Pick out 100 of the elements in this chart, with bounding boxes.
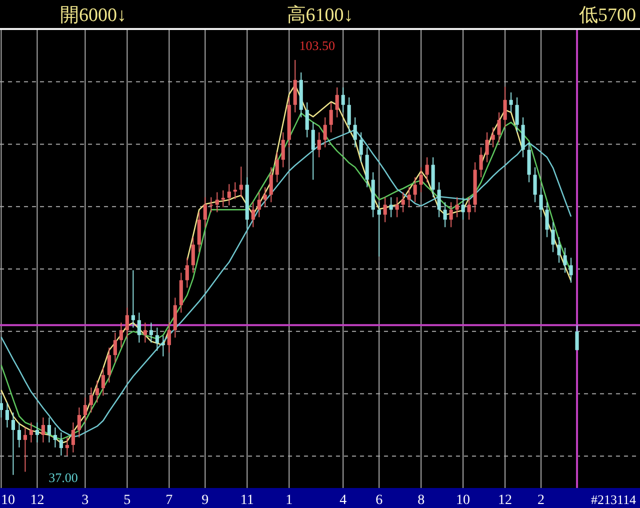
- candlestick: [53, 426, 57, 448]
- x-tick-label: 7: [166, 493, 173, 508]
- candlestick: [95, 380, 99, 404]
- candlestick: [47, 416, 51, 443]
- candlestick: [11, 412, 15, 476]
- x-tick-label: 4: [340, 493, 347, 508]
- x-tick-label: 6: [376, 493, 383, 508]
- candlestick: [413, 176, 417, 203]
- candlestick: [41, 416, 45, 443]
- candlestick: [377, 202, 381, 258]
- candlestick: [305, 102, 309, 138]
- candlestick: [401, 192, 405, 213]
- text: 開6000↓: [60, 5, 126, 26]
- candlestick: [443, 202, 447, 228]
- candlestick: [395, 196, 399, 218]
- candlestick: [407, 186, 411, 208]
- candlestick: [185, 257, 189, 288]
- candlestick: [437, 182, 441, 218]
- candlestick: [503, 86, 507, 128]
- candlestick: [419, 166, 423, 193]
- candlestick: [113, 332, 117, 364]
- candlestick: [359, 132, 363, 163]
- candlestick: [215, 192, 219, 213]
- candlestick: [71, 422, 75, 453]
- candlestick: [545, 202, 549, 238]
- x-tick-label: 9: [202, 493, 209, 508]
- candlestick: [125, 307, 129, 338]
- candlestick: [281, 132, 285, 168]
- candlestick: [209, 196, 213, 213]
- candlestick: [479, 146, 483, 178]
- candlestick: [329, 102, 333, 133]
- annotation: 37.00: [48, 470, 78, 485]
- candlestick: [455, 196, 459, 218]
- candlestick: [275, 152, 279, 183]
- candlestick: [353, 116, 357, 148]
- candlestick: [83, 397, 87, 423]
- candlestick: [17, 422, 21, 448]
- candlestick: [311, 122, 315, 180]
- candlestick: [569, 257, 573, 284]
- candlestick: [515, 96, 519, 133]
- candlestick: [101, 367, 105, 396]
- candlestick: [323, 116, 327, 148]
- candlestick: [77, 407, 81, 438]
- x-tick-label: 1: [286, 493, 293, 508]
- candlestick: [317, 132, 321, 158]
- candlestick: [65, 436, 69, 456]
- candlestick: [335, 86, 339, 118]
- candlestick: [227, 184, 231, 206]
- candlestick: [539, 186, 543, 218]
- candlestick: [257, 192, 261, 218]
- candlestick: [347, 96, 351, 133]
- candlestick: [233, 182, 237, 200]
- candlestick: [251, 202, 255, 228]
- candlestick: [575, 324, 579, 351]
- candlestick: [557, 236, 561, 264]
- candlestick: [149, 322, 153, 344]
- candlestick: [425, 156, 429, 183]
- candlestick: [461, 196, 465, 220]
- candlestick: [191, 236, 195, 274]
- candlestick: [167, 322, 171, 354]
- candlestick: [29, 422, 33, 443]
- candlestick: [269, 166, 273, 203]
- candlestick: [239, 166, 243, 198]
- candlestick: [263, 186, 267, 208]
- text: #213114: [590, 492, 636, 507]
- x-tick-label: 10: [456, 493, 470, 508]
- x-tick-label: 3: [82, 493, 89, 508]
- candlestick: [509, 92, 513, 113]
- candlestick: [533, 166, 537, 203]
- candlestick: [161, 335, 165, 357]
- x-tick-label: 12: [498, 493, 512, 508]
- candlestick: [383, 196, 387, 223]
- candlestick: [155, 327, 159, 352]
- candlestick: [491, 126, 495, 148]
- candlestick: [107, 347, 111, 384]
- annotation: 103.50: [299, 38, 335, 53]
- x-tick-label: 2: [538, 493, 545, 508]
- x-tick-label: 5: [124, 493, 131, 508]
- candlestick: [0, 395, 3, 418]
- candlestick: [59, 432, 63, 456]
- candlestick: [341, 86, 345, 113]
- candlestick: [137, 312, 141, 344]
- candlestick: [119, 322, 123, 348]
- candlestick: [143, 322, 147, 344]
- candlestick: [131, 270, 135, 328]
- x-tick-label: 11: [240, 493, 254, 508]
- text: 低5700: [579, 5, 636, 26]
- candlestick: [389, 196, 393, 218]
- candlestick: [497, 112, 501, 143]
- candlestick: [5, 402, 9, 428]
- candlestick: [467, 196, 471, 220]
- candlestick: [551, 222, 555, 253]
- text: 高6100↓: [286, 4, 354, 26]
- candlestick: [23, 426, 27, 472]
- x-tick-label: 12: [30, 493, 44, 508]
- candlestick: [35, 422, 39, 443]
- candlestick: [449, 202, 453, 228]
- candlestick: [203, 196, 207, 228]
- candlestick: [89, 387, 93, 413]
- candlestick: [563, 247, 567, 274]
